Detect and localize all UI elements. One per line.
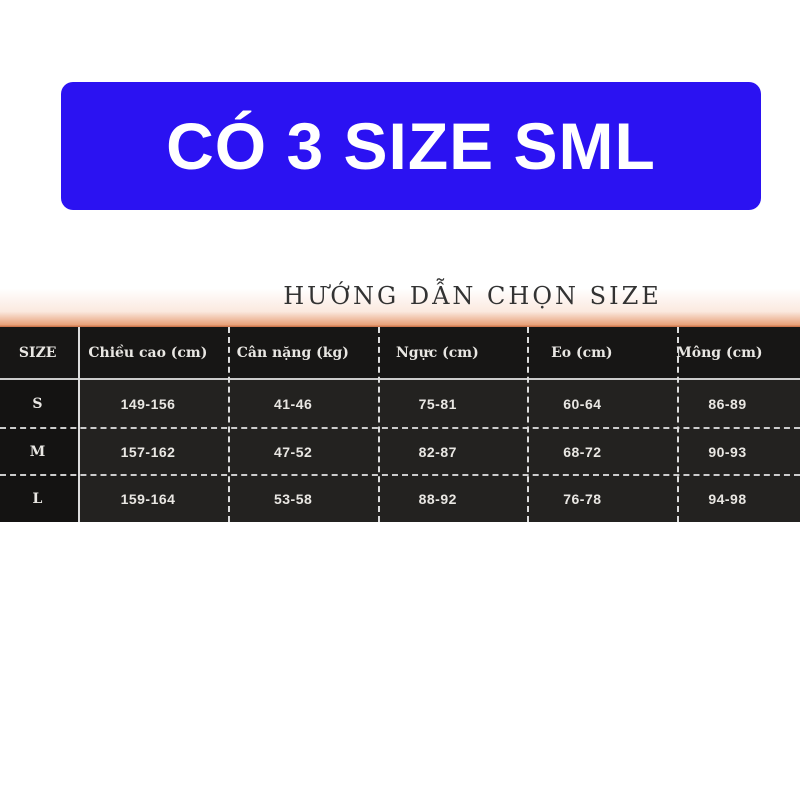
header-glow [0, 262, 800, 328]
cell: 47-52 [273, 443, 313, 460]
cell: 159-164 [120, 490, 176, 507]
header-divider [0, 378, 800, 380]
table-header-row: SIZE Chiều cao (cm) Cân nặng (kg) Ngực (… [0, 327, 800, 379]
cell: 157-162 [120, 443, 176, 460]
header-bust: Ngực (cm) [395, 345, 479, 361]
cell-size: S [32, 395, 44, 412]
table-row: L 159-164 53-58 88-92 76-78 94-98 [0, 475, 800, 522]
cell: 88-92 [418, 490, 457, 507]
header-weight: Cân nặng (kg) [236, 345, 349, 361]
table-row: S 149-156 41-46 75-81 60-64 86-89 [0, 380, 800, 427]
size-guide-title: HƯỚNG DẪN CHỌN SIZE [283, 282, 662, 310]
column-divider [527, 327, 529, 522]
banner-text: CÓ 3 SIZE SML [166, 109, 656, 183]
cell-size: M [29, 443, 46, 460]
header-waist: Eo (cm) [551, 345, 613, 361]
table-row: M 157-162 47-52 82-87 68-72 90-93 [0, 428, 800, 475]
header-size: SIZE [18, 345, 57, 361]
cell: 76-78 [563, 490, 602, 507]
cell: 90-93 [708, 443, 747, 460]
cell: 86-89 [708, 395, 747, 412]
cell-size: L [32, 490, 43, 507]
column-divider [78, 327, 80, 522]
cell: 60-64 [563, 395, 602, 412]
banner: CÓ 3 SIZE SML [61, 82, 761, 210]
cell: 68-72 [563, 443, 602, 460]
header-hip: Mông (cm) [676, 345, 763, 361]
column-divider [228, 327, 230, 522]
cell: 149-156 [120, 395, 176, 412]
header-height: Chiều cao (cm) [88, 345, 208, 361]
cell: 75-81 [418, 395, 457, 412]
size-table: SIZE Chiều cao (cm) Cân nặng (kg) Ngực (… [0, 327, 800, 522]
cell: 41-46 [273, 395, 313, 412]
cell: 94-98 [708, 490, 747, 507]
column-divider [378, 327, 380, 522]
row-divider [0, 474, 800, 476]
cell: 53-58 [273, 490, 313, 507]
column-divider [677, 327, 679, 522]
row-divider [0, 427, 800, 429]
cell: 82-87 [418, 443, 457, 460]
